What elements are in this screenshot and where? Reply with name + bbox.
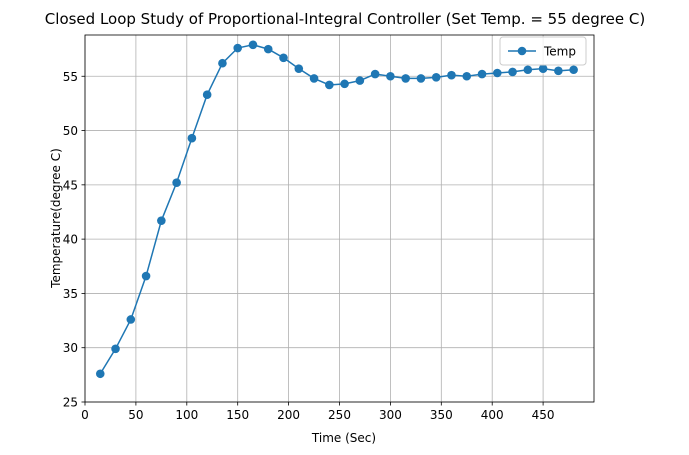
- data-point: [569, 65, 578, 75]
- x-tick-label: 0: [81, 408, 89, 422]
- data-point: [233, 43, 242, 53]
- x-tick-label: 150: [226, 408, 249, 422]
- x-tick-label: 100: [175, 408, 198, 422]
- data-point: [523, 65, 533, 75]
- x-tick-label: 250: [328, 408, 351, 422]
- data-point: [492, 68, 502, 78]
- y-tick-label: 55: [63, 70, 78, 84]
- data-point: [157, 216, 166, 225]
- data-point: [401, 74, 410, 83]
- data-point: [218, 58, 227, 68]
- data-point: [141, 271, 151, 281]
- y-tick-label: 25: [63, 396, 78, 410]
- data-point: [431, 73, 441, 82]
- data-point: [340, 79, 349, 89]
- data-point: [325, 80, 334, 90]
- legend-box: [499, 36, 587, 66]
- data-point: [508, 67, 517, 77]
- x-tick-label: 400: [481, 408, 504, 422]
- data-point: [416, 74, 426, 83]
- data-point: [187, 133, 197, 143]
- data-point: [386, 71, 395, 81]
- data-point: [279, 53, 288, 63]
- y-axis-ticks: 25 30 35 40 45 50 55: [63, 70, 85, 410]
- legend-marker-sample: [517, 46, 527, 56]
- x-axis-label: Time (Sec): [311, 431, 376, 445]
- y-tick-label: 50: [63, 124, 78, 138]
- data-point: [554, 66, 563, 76]
- x-tick-label: 350: [430, 408, 453, 422]
- data-point: [202, 90, 212, 100]
- legend: Temp: [499, 36, 587, 66]
- x-tick-label: 300: [379, 408, 402, 422]
- y-axis-label: Temperature(degree C): [49, 148, 63, 289]
- y-tick-label: 40: [63, 233, 78, 247]
- y-tick-label: 35: [63, 287, 78, 301]
- data-point: [294, 64, 304, 73]
- data-point: [538, 64, 548, 73]
- x-axis-ticks: 0 50 100 150 200 250 300 350 400 450: [81, 402, 555, 422]
- chart-title: Closed Loop Study of Proportional-Integr…: [45, 10, 645, 28]
- data-point: [172, 178, 181, 187]
- data-point: [95, 369, 105, 379]
- x-tick-label: 200: [277, 408, 300, 422]
- data-point: [309, 74, 319, 83]
- legend-label-temp: Temp: [543, 45, 576, 59]
- series-layer: [95, 40, 578, 379]
- data-point: [355, 76, 365, 85]
- data-point: [370, 69, 380, 79]
- data-point: [126, 315, 136, 324]
- x-tick-label: 50: [128, 408, 143, 422]
- data-point: [111, 344, 120, 354]
- data-point: [477, 69, 487, 79]
- y-tick-label: 30: [63, 341, 78, 355]
- series-line-temp: [99, 43, 574, 375]
- data-point: [248, 40, 258, 50]
- x-tick-label: 450: [532, 408, 555, 422]
- data-point: [263, 44, 273, 54]
- y-tick-label: 45: [63, 178, 78, 192]
- data-point: [447, 70, 456, 80]
- data-point: [462, 71, 472, 81]
